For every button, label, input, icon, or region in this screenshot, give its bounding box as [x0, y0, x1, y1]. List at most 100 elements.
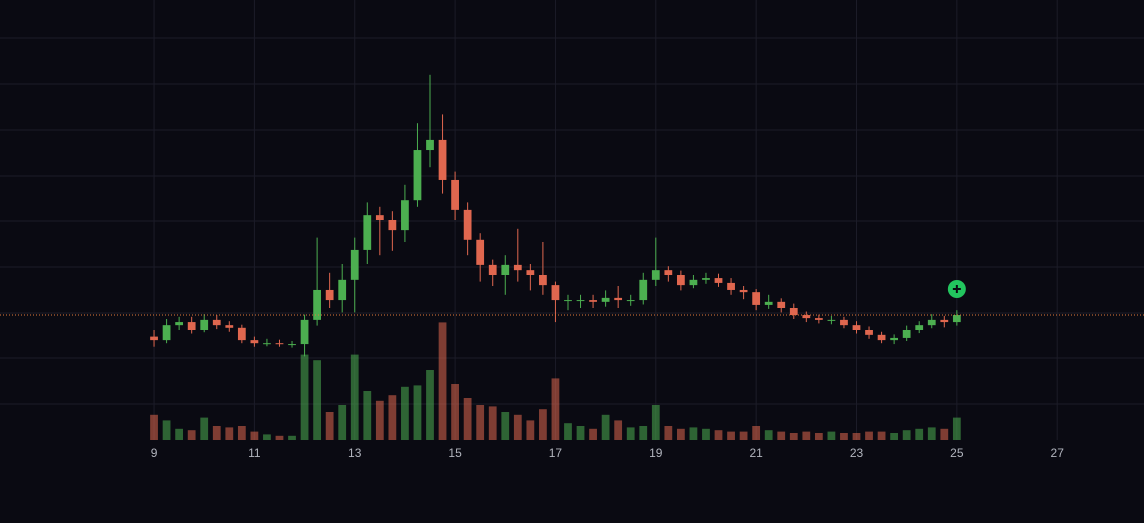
candle-body: [413, 150, 422, 201]
volume-bar: [626, 427, 635, 440]
candle-body: [651, 270, 660, 280]
candle-body: [940, 319, 949, 323]
candle-body: [664, 270, 673, 275]
candle-body: [325, 289, 334, 301]
candle-body: [225, 325, 234, 328]
volume-bar: [501, 412, 510, 440]
candle-body: [902, 330, 911, 338]
volume-bar: [589, 428, 597, 440]
candle-body: [814, 318, 823, 320]
candle-body: [401, 200, 409, 231]
x-tick-label: 17: [549, 446, 563, 460]
volume-bar: [789, 433, 798, 440]
candle-body: [438, 139, 447, 180]
volume-bar: [526, 420, 535, 440]
candle-body: [601, 297, 610, 302]
volume-bar: [890, 433, 899, 440]
x-tick-label: 27: [1051, 446, 1065, 460]
volume-bar: [865, 431, 873, 440]
volume-bar: [739, 431, 748, 440]
x-tick-label: 9: [151, 446, 158, 460]
candle-body: [288, 344, 296, 346]
candle-body: [589, 300, 597, 302]
volume-bar: [212, 426, 221, 440]
candle-body: [777, 301, 786, 308]
volume-bar: [551, 378, 560, 440]
volume-bar: [175, 428, 184, 440]
volume-bar: [840, 433, 848, 440]
volume-bar: [250, 431, 259, 440]
volume-bar: [727, 431, 735, 440]
candle-body: [564, 300, 572, 302]
volume-bar: [162, 420, 171, 440]
candle-body: [501, 264, 510, 275]
candle-body: [551, 285, 560, 301]
volume-bar: [288, 435, 296, 440]
volume-bar: [275, 435, 284, 440]
candle-body: [275, 343, 284, 345]
volume-bar: [375, 400, 384, 440]
volume-bar: [488, 406, 497, 440]
volume-bar: [438, 322, 447, 440]
candle-body: [426, 139, 434, 151]
volume-bar: [601, 414, 610, 440]
x-tick-label: 25: [950, 446, 964, 460]
horizontal-grid: [0, 37, 1144, 405]
volume-bar: [877, 431, 886, 440]
candle-body: [388, 220, 397, 231]
candle-body: [212, 319, 221, 326]
candle-body: [162, 325, 171, 341]
volume-bar: [614, 420, 623, 440]
add-icon[interactable]: [952, 285, 961, 293]
candle-body: [852, 325, 861, 330]
candle-body: [714, 278, 723, 283]
candle-body: [476, 239, 485, 265]
volume-bar: [714, 430, 723, 440]
volume-bar: [150, 414, 158, 440]
volume-bar: [350, 354, 359, 440]
candle-body: [250, 340, 259, 344]
x-tick-label: 11: [248, 446, 261, 460]
candle-body: [463, 209, 472, 240]
candle-body: [200, 319, 209, 330]
candle-body: [626, 300, 635, 302]
candle-body: [752, 292, 761, 305]
x-tick-label: 23: [850, 446, 864, 460]
x-tick-label: 21: [749, 446, 763, 460]
candle-body: [338, 279, 347, 301]
volume-bar: [651, 405, 660, 440]
volume-bar: [676, 428, 685, 440]
volume-bar: [852, 433, 861, 440]
volume-bar: [576, 426, 585, 440]
volume-bar: [200, 417, 209, 440]
candle-body: [513, 264, 522, 271]
candle-body: [676, 275, 685, 286]
volume-bar: [300, 354, 309, 440]
candle-body: [739, 289, 748, 293]
volume-bar: [225, 427, 234, 440]
candle-body: [890, 337, 899, 341]
candle-body: [952, 315, 961, 323]
candle-body: [877, 334, 886, 341]
candle-body: [927, 319, 936, 326]
candle-body: [789, 308, 798, 316]
volume-bar: [827, 431, 836, 440]
x-tick-label: 19: [649, 446, 663, 460]
volume-bar: [777, 431, 786, 440]
volume-bar: [564, 423, 572, 440]
volume-bar: [639, 426, 648, 440]
candle-body: [702, 278, 710, 280]
volume-bar: [802, 431, 811, 440]
candle-body: [187, 322, 196, 330]
candle-body: [802, 315, 811, 319]
candle-body: [727, 282, 735, 290]
candle-body: [300, 319, 309, 345]
volume-bar: [539, 409, 547, 440]
candle-body: [764, 301, 773, 305]
volume-bar: [689, 427, 698, 440]
candle-body: [313, 289, 321, 320]
volume-bar: [463, 398, 472, 440]
candle-body: [840, 319, 848, 326]
